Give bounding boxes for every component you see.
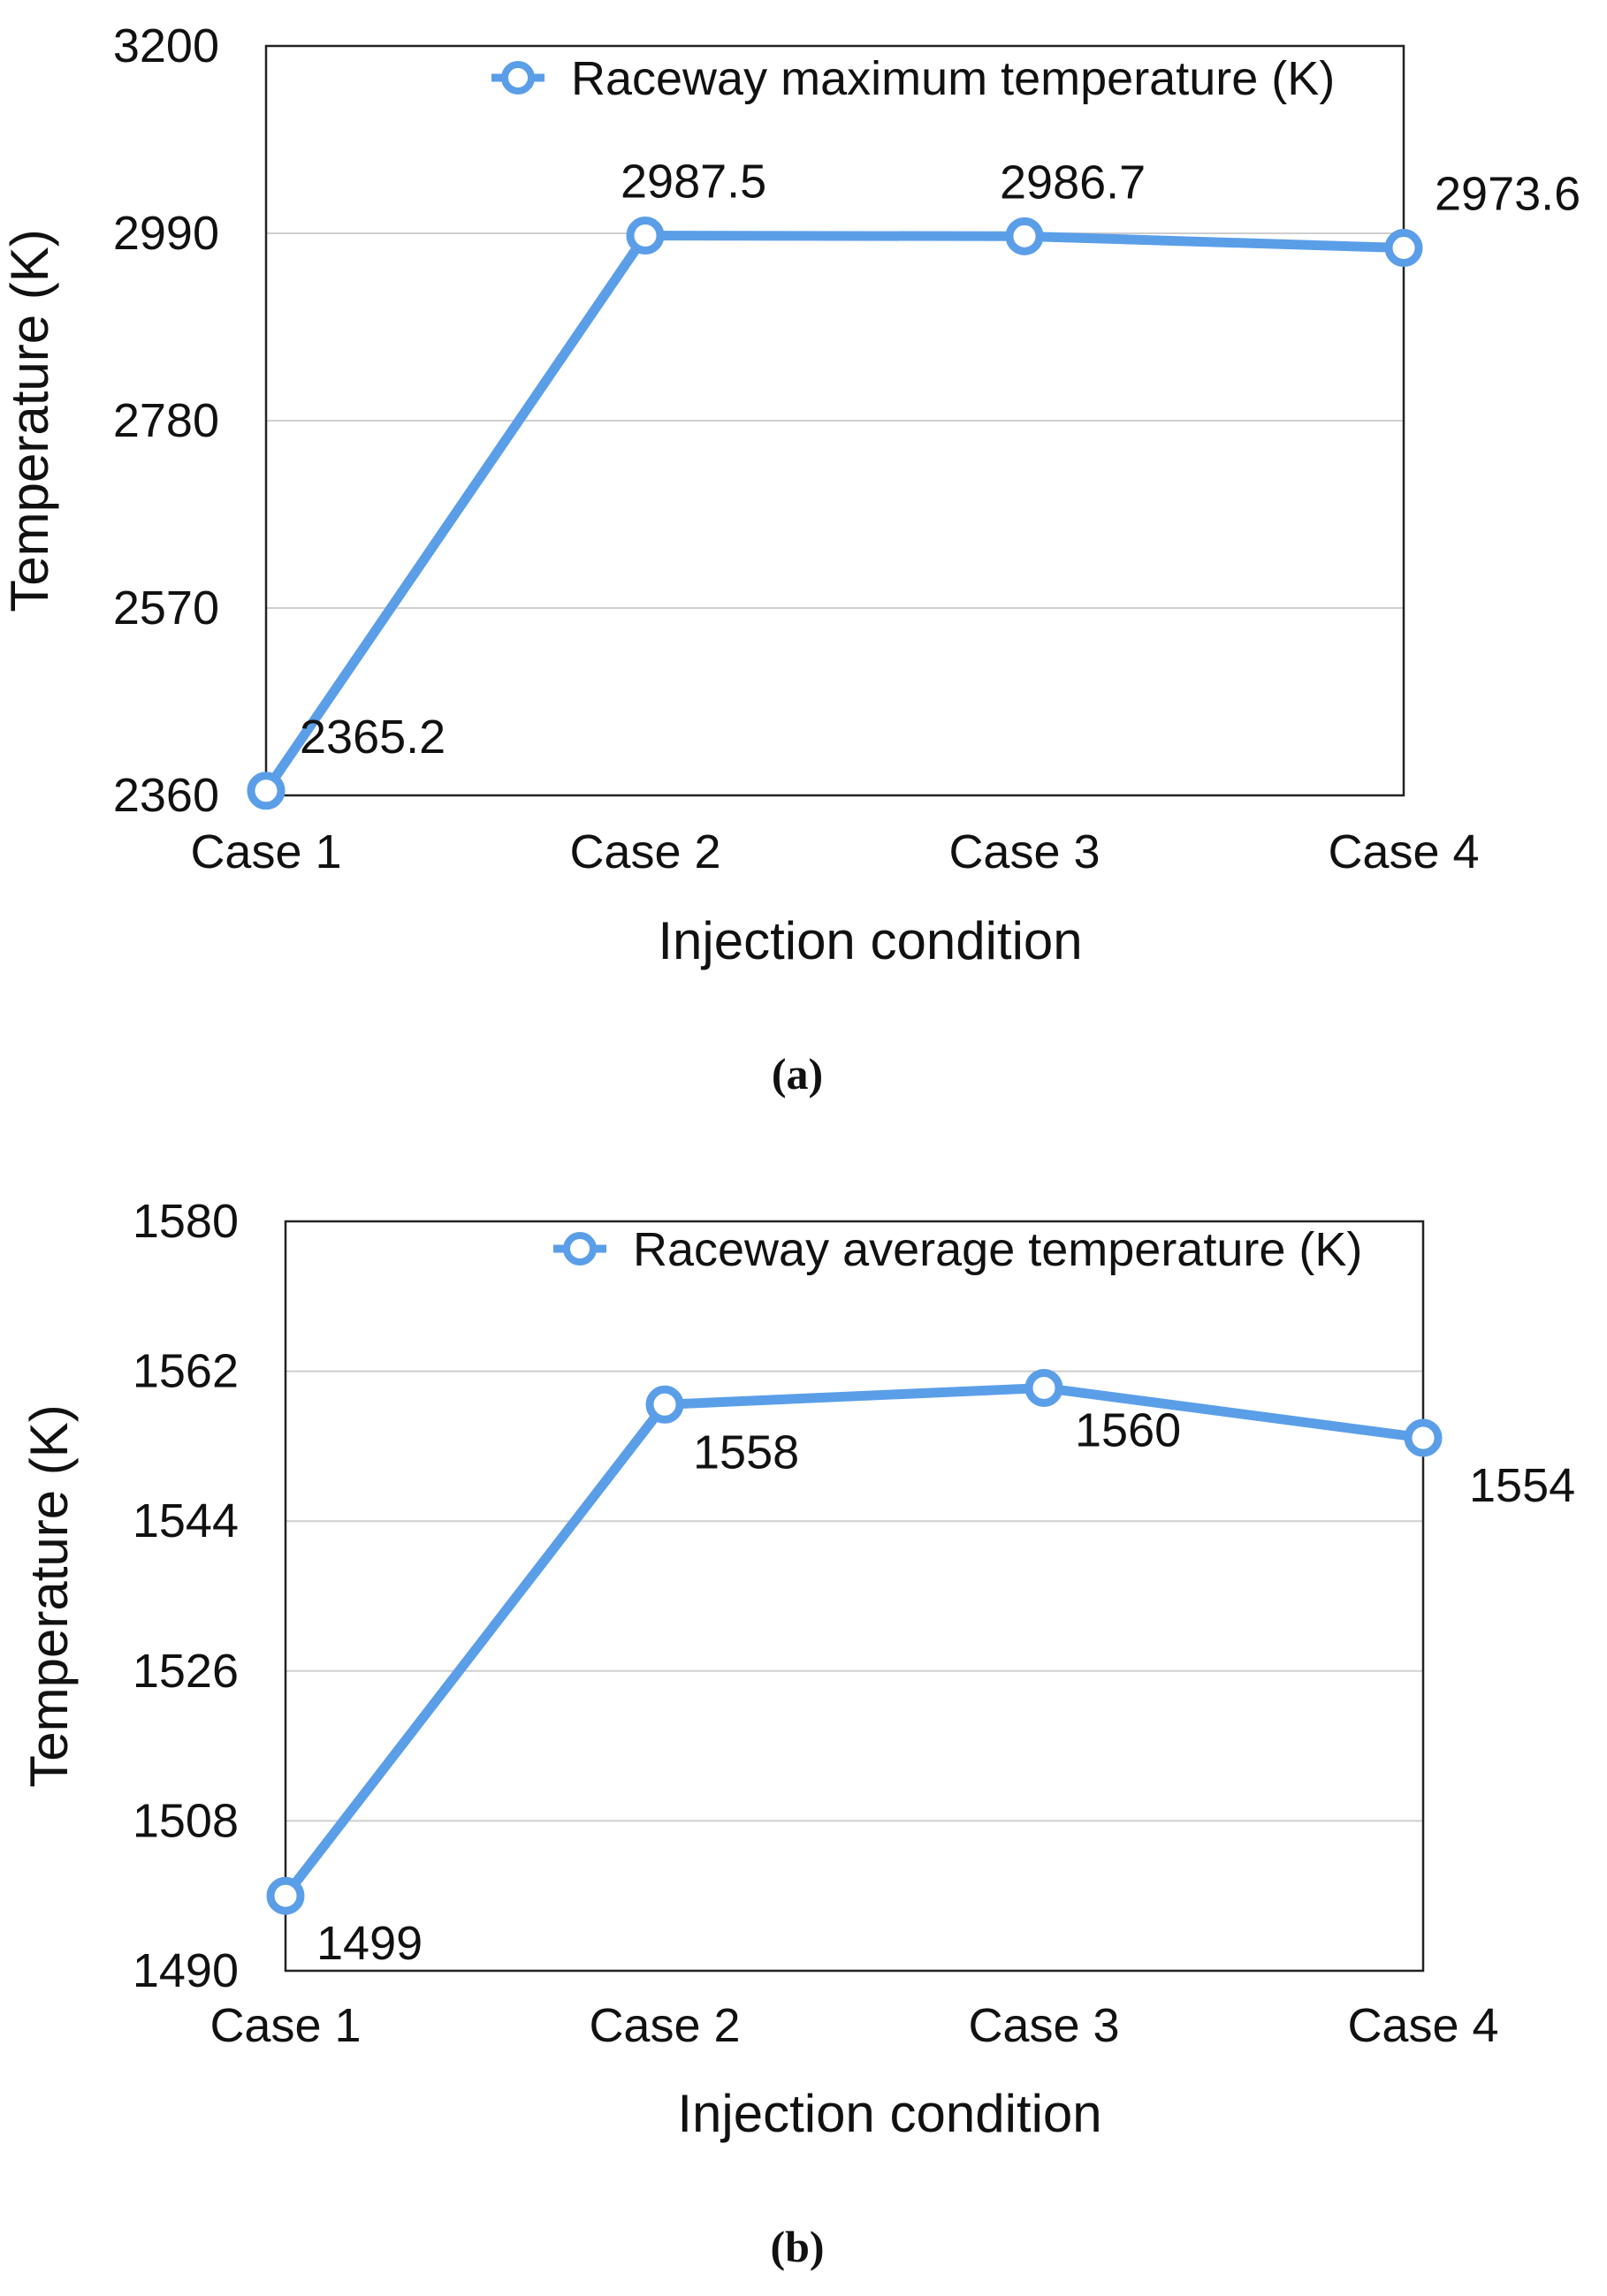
y-tick-label: 1580 bbox=[133, 1195, 239, 1248]
plot-frame bbox=[264, 44, 1405, 797]
y-axis-label: Temperature (K) bbox=[0, 229, 59, 612]
data-label: 2973.6 bbox=[1435, 168, 1580, 221]
x-axis-label: Injection condition bbox=[677, 2084, 1101, 2143]
data-point bbox=[1024, 1368, 1063, 1407]
y-tick-label: 2570 bbox=[113, 582, 219, 635]
series-line bbox=[261, 231, 1409, 796]
data-label: 1558 bbox=[693, 1425, 799, 1479]
data-point bbox=[1005, 217, 1044, 255]
y-axis-label: Temperature (K) bbox=[19, 1404, 79, 1787]
y-tick-label: 2780 bbox=[113, 394, 219, 447]
x-tick-label: Case 4 bbox=[1347, 1999, 1498, 2052]
x-tick-label: Case 4 bbox=[1328, 825, 1479, 878]
data-label: 1560 bbox=[1075, 1403, 1181, 1456]
data-label: 1554 bbox=[1469, 1459, 1575, 1512]
series-line bbox=[280, 1382, 1428, 1901]
plot-frame bbox=[284, 1220, 1425, 1973]
legend-label: Raceway average temperature (K) bbox=[633, 1223, 1362, 1276]
x-tick-label: Case 1 bbox=[190, 825, 341, 878]
legend-marker-icon bbox=[563, 1232, 597, 1266]
data-label: 2365.2 bbox=[300, 711, 446, 764]
y-tick-label: 3200 bbox=[113, 19, 219, 72]
y-tick-label: 2990 bbox=[113, 207, 219, 260]
legend-label: Raceway maximum temperature (K) bbox=[571, 52, 1335, 105]
legend: Raceway maximum temperature (K) bbox=[491, 52, 1335, 105]
x-tick-label: Case 2 bbox=[589, 1999, 740, 2052]
data-point bbox=[247, 772, 286, 810]
legend: Raceway average temperature (K) bbox=[553, 1223, 1362, 1276]
chart-panel-a: 2360 2570 2780 2990 3200 Case 1 Case 2 Case 3 Ca… bbox=[0, 19, 1580, 1099]
x-tick-label: Case 1 bbox=[209, 1999, 361, 2052]
panel-caption: (a) bbox=[772, 1049, 823, 1099]
chart-panel-b: 1490 1508 1526 1544 1562 1580 Case 1 Case 2 Case… bbox=[19, 1195, 1575, 2271]
y-tick-label: 1490 bbox=[133, 1944, 239, 1997]
data-point bbox=[645, 1385, 684, 1424]
x-tick-label: Case 2 bbox=[569, 825, 720, 878]
data-point bbox=[266, 1876, 305, 1915]
x-axis-label: Injection condition bbox=[658, 911, 1082, 970]
x-tick-label: Case 3 bbox=[968, 1999, 1119, 2052]
data-point bbox=[1404, 1418, 1443, 1457]
data-label: 1499 bbox=[316, 1917, 423, 1970]
data-point bbox=[626, 217, 665, 255]
y-tick-label: 1562 bbox=[133, 1345, 239, 1398]
data-point bbox=[1384, 229, 1423, 268]
legend-marker-icon bbox=[501, 61, 535, 95]
y-tick-label: 1544 bbox=[133, 1494, 239, 1547]
data-label: 2986.7 bbox=[1000, 156, 1146, 209]
y-tick-label: 1526 bbox=[133, 1645, 239, 1698]
y-tick-label: 2360 bbox=[113, 769, 219, 822]
data-label: 2987.5 bbox=[621, 156, 766, 209]
y-tick-label: 1508 bbox=[133, 1794, 239, 1847]
panel-caption: (b) bbox=[770, 2222, 824, 2271]
x-tick-label: Case 3 bbox=[948, 825, 1100, 878]
